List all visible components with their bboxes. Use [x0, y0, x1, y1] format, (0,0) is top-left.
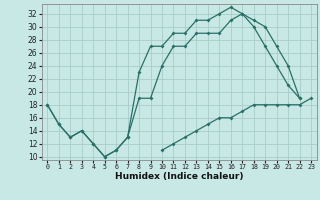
X-axis label: Humidex (Indice chaleur): Humidex (Indice chaleur)	[115, 172, 244, 181]
